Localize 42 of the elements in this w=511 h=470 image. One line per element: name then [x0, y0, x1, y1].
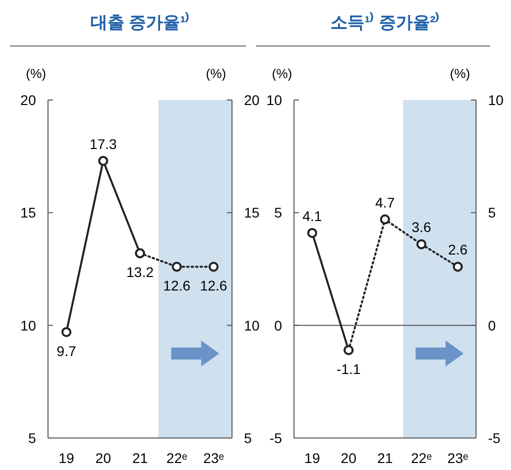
y-tick-label: 15 — [20, 204, 36, 221]
x-tick-label: 22ᵉ — [411, 450, 432, 466]
x-tick-label: 20 — [340, 450, 357, 466]
y2-tick-label: 10 — [488, 92, 504, 108]
y2-tick-label: 5 — [488, 204, 496, 221]
x-tick-label: 23ᵉ — [447, 450, 468, 466]
data-label: 2.6 — [448, 242, 468, 258]
y-tick-label: 10 — [20, 317, 36, 334]
x-tick-label: 23ᵉ — [203, 450, 224, 466]
x-tick-label: 19 — [304, 450, 320, 466]
y-tick-label: 5 — [274, 204, 282, 221]
y-axis-title: (%) — [272, 66, 292, 81]
x-tick-label: 19 — [58, 450, 74, 466]
data-label: 3.6 — [412, 219, 432, 236]
x-tick-label: 21 — [132, 450, 148, 466]
x-tick-label: 21 — [377, 450, 393, 466]
y2-tick-label: 5 — [244, 430, 252, 446]
x-tick-label: 22ᵉ — [166, 450, 188, 466]
data-label: 17.3 — [90, 136, 118, 152]
data-label: -1.1 — [336, 361, 361, 378]
y-tick-label: -5 — [270, 430, 282, 446]
y-tick-label: 20 — [20, 92, 36, 108]
y2-tick-label: 20 — [244, 92, 260, 108]
data-label: 12.6 — [163, 278, 191, 294]
y-tick-label: 10 — [266, 92, 282, 108]
data-label: 12.6 — [200, 278, 228, 294]
y-tick-label: 0 — [274, 317, 282, 334]
chart-title: 소득¹⁾ 증가율²⁾ — [330, 12, 440, 32]
data-label: 4.7 — [375, 194, 395, 210]
data-label: 9.7 — [56, 343, 76, 360]
y2-tick-label: 15 — [244, 204, 260, 221]
y-tick-label: 5 — [28, 430, 36, 446]
data-label: 4.1 — [302, 208, 322, 224]
y2-tick-label: 0 — [488, 317, 496, 334]
y-axis-title: (%) — [26, 66, 46, 81]
y2-tick-label: 10 — [244, 317, 260, 334]
y2-tick-label: -5 — [488, 430, 501, 446]
y2-axis-title: (%) — [450, 66, 470, 81]
chart-title: 대출 증가율¹⁾ — [90, 12, 190, 32]
y2-axis-title: (%) — [206, 66, 226, 81]
data-label: 13.2 — [126, 264, 154, 280]
x-tick-label: 20 — [95, 450, 112, 466]
